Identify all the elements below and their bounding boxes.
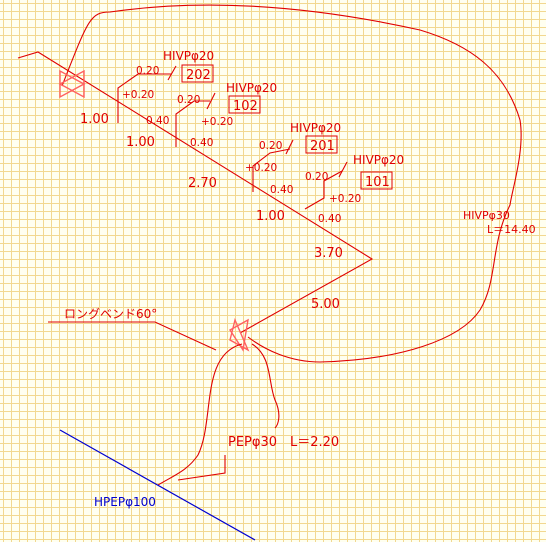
fixture-number-101: 101 xyxy=(365,175,390,190)
gate-valve-icon xyxy=(60,71,84,97)
drain-pipe-label: PEPφ30 L＝2.20 xyxy=(228,435,339,450)
segment-length-3: 2.70 xyxy=(188,176,217,191)
segment-length-4: 1.00 xyxy=(256,209,285,224)
segment-length-6: 5.00 xyxy=(311,297,340,312)
bend-leader-line xyxy=(48,322,216,350)
fixture-number-201: 201 xyxy=(310,139,335,154)
branch-spec-201: HIVPφ20 xyxy=(290,121,341,135)
check-valve-icon xyxy=(230,320,248,350)
sewer-pipe-hpep100 xyxy=(60,430,255,540)
drain-pipe-return xyxy=(252,344,279,428)
branch-run-101: 0.20 xyxy=(305,171,328,183)
branch-drop-201: 0.40 xyxy=(270,184,293,196)
segment-length-2: 1.00 xyxy=(126,135,155,150)
branch-run-102: 0.20 xyxy=(177,94,200,106)
branch-rise-101: +0.20 xyxy=(329,193,361,205)
branch-drop-101: 0.40 xyxy=(318,213,341,225)
fixture-number-202: 202 xyxy=(186,68,211,83)
branch-run-201: 0.20 xyxy=(259,140,282,152)
branch-spec-202: HIVPφ20 xyxy=(163,49,214,63)
branch-rise-202: +0.20 xyxy=(122,89,154,101)
drain-leader xyxy=(178,455,225,480)
fixture-number-102: 102 xyxy=(233,99,258,114)
loop-pipe-length: L＝14.40 xyxy=(487,223,536,236)
branch-spec-101: HIVPφ20 xyxy=(353,153,404,167)
loop-pipe-spec: HIVPφ30 xyxy=(463,209,510,222)
branch-run-202: 0.20 xyxy=(136,65,159,77)
segment-length-1: 1.00 xyxy=(80,112,109,127)
branch-drop-102: 0.40 xyxy=(190,137,213,149)
drain-pipe-pep30 xyxy=(158,344,242,485)
branch-rise-201: +0.20 xyxy=(245,162,277,174)
segment-length-5: 3.70 xyxy=(314,246,343,261)
branch-drop-202: 0.40 xyxy=(146,115,169,127)
long-bend-label: ロングベンド60° xyxy=(64,307,157,321)
branch-spec-102: HIVPφ20 xyxy=(226,81,277,95)
sewer-pipe-label: HPEPφ100 xyxy=(94,495,156,509)
branch-rise-102: +0.20 xyxy=(201,116,233,128)
